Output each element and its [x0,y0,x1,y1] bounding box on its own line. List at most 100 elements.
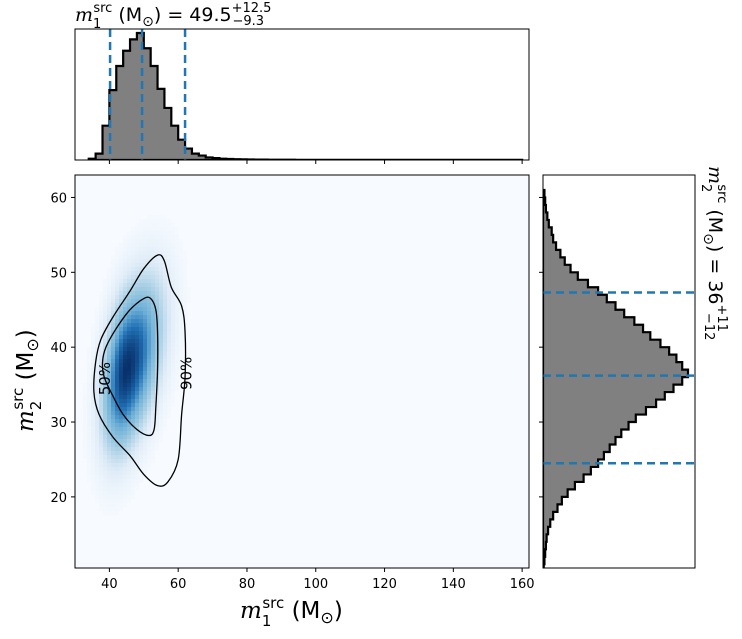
heatmap-cell [135,451,139,455]
heatmap-cell [179,267,183,271]
heatmap-cell [115,251,119,255]
heatmap-cell [115,443,119,447]
heatmap-cell [179,323,183,327]
heatmap-cell [155,275,159,279]
heatmap-cell [123,395,127,399]
heatmap-cell [163,375,167,379]
heatmap-cell [131,391,135,395]
heatmap-cell [103,435,107,439]
heatmap-cell [107,279,111,283]
heatmap-cell [95,403,99,407]
heatmap-cell [143,387,147,391]
heatmap-cell [99,323,103,327]
heatmap-cell [139,267,143,271]
ytick-label-2: 40 [50,341,67,356]
heatmap-cell [163,223,167,227]
heatmap-cell [147,311,151,315]
heatmap-cell [107,447,111,451]
heatmap-cell [111,503,115,507]
heatmap-cell [147,359,151,363]
heatmap-cell [171,371,175,375]
heatmap-cell [119,423,123,427]
heatmap-cell [139,403,143,407]
heatmap-cell [107,363,111,367]
heatmap-cell [135,275,139,279]
heatmap-cell [147,231,151,235]
heatmap-cell [99,335,103,339]
heatmap-cell [131,275,135,279]
heatmap-cell [95,447,99,451]
heatmap-cell [171,291,175,295]
heatmap-cell [171,339,175,343]
heatmap-cell [171,379,175,383]
heatmap-cell [135,311,139,315]
heatmap-cell [91,439,95,443]
heatmap-cell [143,391,147,395]
heatmap-cell [123,311,127,315]
heatmap-cell [139,299,143,303]
heatmap-cell [99,387,103,391]
heatmap-cell [159,355,163,359]
heatmap-cell [123,243,127,247]
heatmap-cell [111,311,115,315]
heatmap-cell [183,271,187,275]
heatmap-cell [179,271,183,275]
heatmap-cell [99,459,103,463]
joint-x-ticks: 40 60 80 100 120 140 160 [101,568,535,592]
heatmap-cell [139,407,143,411]
heatmap-cell [139,335,143,339]
heatmap-cell [135,299,139,303]
heatmap-cell [103,443,107,447]
heatmap-cell [87,415,91,419]
heatmap-cell [147,223,151,227]
heatmap-cell [147,363,151,367]
heatmap-cell [99,507,103,511]
heatmap-cell [159,395,163,399]
heatmap-cell [115,395,119,399]
heatmap-cell [123,487,127,491]
heatmap-cell [115,367,119,371]
heatmap-cell [147,351,151,355]
heatmap-cell [155,219,159,223]
heatmap-cell [103,455,107,459]
heatmap-cell [119,495,123,499]
heatmap-cell [87,363,91,367]
heatmap-cell [127,439,131,443]
heatmap-cell [135,315,139,319]
heatmap-cell [171,315,175,319]
heatmap-cell [155,239,159,243]
heatmap-cell [147,431,151,435]
heatmap-cell [95,415,99,419]
heatmap-cell [151,311,155,315]
heatmap-cell [87,399,91,403]
heatmap-cell [179,363,183,367]
heatmap-cell [123,307,127,311]
heatmap-cell [155,303,159,307]
heatmap-cell [147,383,151,387]
heatmap-cell [87,447,91,451]
heatmap-cell [99,487,103,491]
heatmap-cell [171,323,175,327]
heatmap-cell [155,259,159,263]
heatmap-cell [91,475,95,479]
heatmap-cell [163,339,167,343]
heatmap-cell [107,271,111,275]
heatmap-cell [167,247,171,251]
heatmap-cell [115,387,119,391]
heatmap-cell [159,367,163,371]
heatmap-cell [123,295,127,299]
heatmap-cell [107,379,111,383]
heatmap-cell [127,415,131,419]
heatmap-cell [99,435,103,439]
heatmap-cell [127,327,131,331]
heatmap-cell [83,407,87,411]
heatmap-cell [143,279,147,283]
heatmap-cell [127,375,131,379]
heatmap-cell [147,435,151,439]
heatmap-cell [119,395,123,399]
heatmap-cell [87,355,91,359]
heatmap-cell [155,415,159,419]
heatmap-cell [131,331,135,335]
heatmap-cell [135,443,139,447]
heatmap-cell [167,267,171,271]
